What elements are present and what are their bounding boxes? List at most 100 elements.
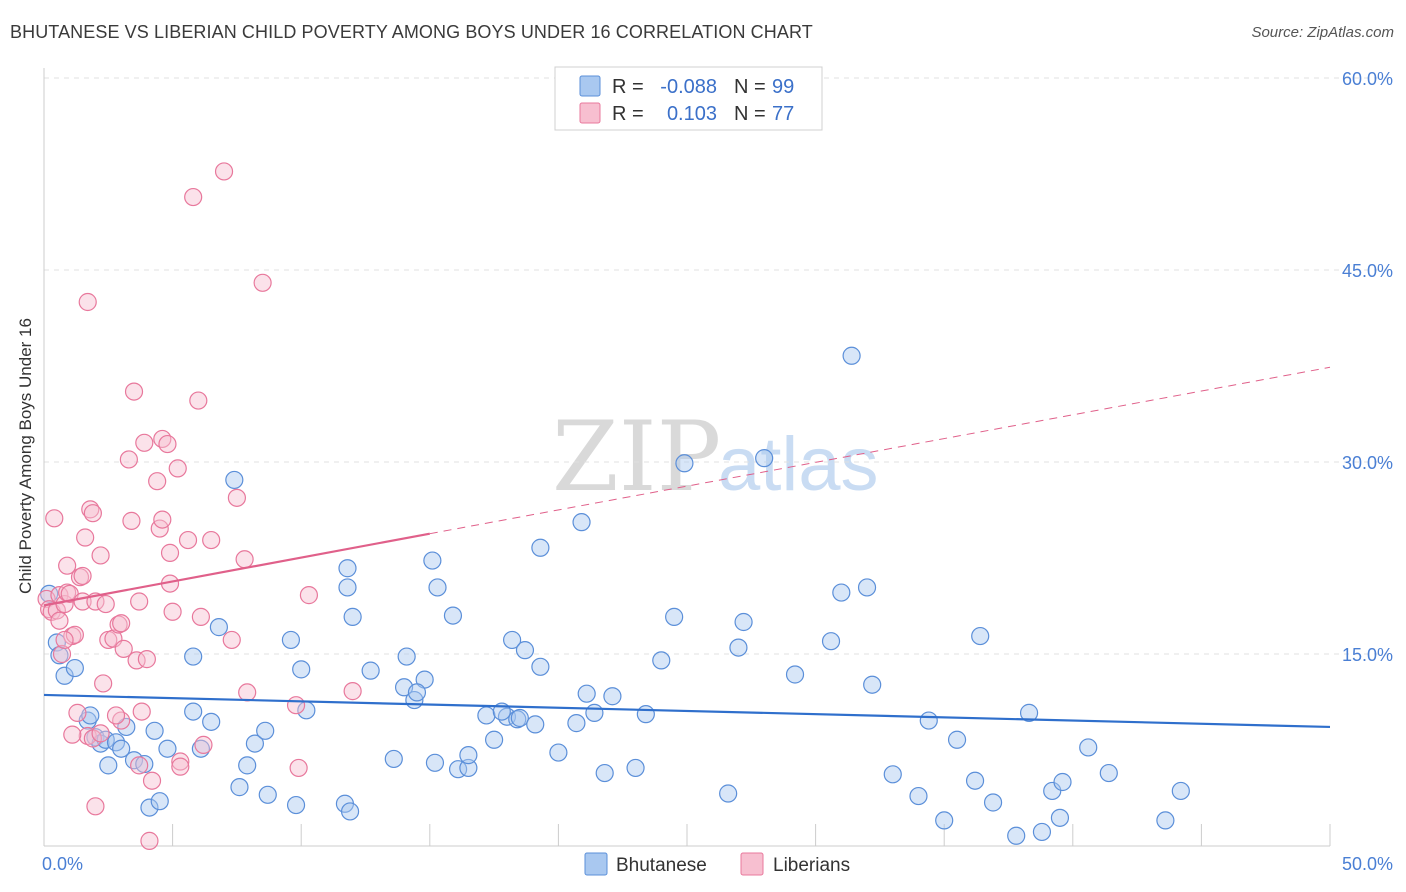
liberians-point-72	[63, 725, 82, 744]
series-legend-label-bhutanese: Bhutanese	[616, 855, 707, 876]
bhutanese-point-52	[459, 758, 478, 778]
bhutanese-point-101	[1079, 738, 1098, 757]
bhutanese-point-47	[425, 753, 445, 772]
legend-r-value-blue: -0.088	[660, 76, 717, 98]
bhutanese-point-74	[652, 651, 671, 670]
legend-n-value-pink: 77	[772, 103, 794, 125]
liberians-point-73	[55, 630, 74, 650]
liberians-point-24	[91, 724, 110, 743]
liberians-point-9	[58, 556, 77, 575]
liberians-point-7	[52, 644, 72, 664]
bhutanese-point-76	[675, 454, 694, 473]
liberians-point-39	[132, 702, 151, 721]
liberians-point-66	[286, 696, 306, 715]
bhutanese-point-75	[665, 607, 684, 626]
bhutanese-point-19	[184, 647, 203, 666]
bhutanese-point-22	[158, 739, 177, 758]
bhutanese-point-48	[423, 551, 442, 570]
bhutanese-trend-line	[43, 693, 1331, 729]
liberians-point-55	[184, 187, 203, 207]
bhutanese-point-5	[78, 711, 97, 730]
bhutanese-point-96	[1019, 703, 1039, 722]
bhutanese-point-84	[832, 583, 851, 602]
chart-title: BHUTANESE VS LIBERIAN CHILD POVERTY AMON…	[10, 22, 813, 42]
liberians-point-51	[168, 459, 187, 478]
bhutanese-point-64	[531, 657, 550, 676]
bhutanese-point-30	[258, 785, 277, 804]
legend-r-value-pink: 0.103	[667, 103, 717, 125]
legend-n-label-blue: N =	[734, 76, 766, 98]
bhutanese-point-79	[734, 612, 753, 632]
bhutanese-point-55	[485, 730, 504, 749]
bhutanese-point-71	[603, 687, 622, 706]
liberians-point-31	[112, 614, 131, 633]
bhutanese-point-103	[1156, 811, 1175, 830]
bhutanese-point-73	[636, 705, 655, 724]
liberians-point-27	[96, 594, 115, 614]
bhutanese-point-102	[1099, 763, 1118, 783]
bhutanese-point-60	[503, 630, 522, 650]
watermark: ZIP atlas	[552, 401, 879, 513]
watermark-atlas: atlas	[718, 422, 879, 507]
bhutanese-point-40	[343, 607, 362, 626]
liberians-point-68	[299, 586, 319, 605]
bhutanese-point-92	[965, 771, 985, 790]
bhutanese-point-27	[238, 756, 257, 775]
liberians-point-69	[78, 292, 97, 312]
liberians-point-3	[45, 509, 64, 528]
liberians-point-56	[189, 391, 208, 410]
bhutanese-point-97	[1032, 822, 1052, 842]
bhutanese-point-88	[909, 786, 928, 806]
liberians-point-21	[83, 504, 102, 523]
bhutanese-point-39	[361, 661, 380, 680]
bhutanese-point-36	[338, 559, 357, 578]
bhutanese-point-24	[209, 618, 228, 637]
bhutanese-point-63	[531, 538, 550, 557]
bhutanese-point-28	[245, 734, 265, 753]
bhutanese-point-49	[428, 578, 447, 597]
bhutanese-point-56	[497, 707, 517, 726]
bhutanese-point-93	[971, 626, 990, 646]
legend-n-label-pink: N =	[734, 103, 766, 125]
liberians-point-46	[153, 510, 172, 529]
liberians-point-42	[140, 831, 159, 850]
bhutanese-point-67	[572, 513, 591, 532]
legend-swatch-pink	[579, 102, 601, 124]
liberians-point-40	[135, 433, 154, 452]
series-legend-swatch-bhutanese	[584, 852, 608, 876]
bhutanese-point-33	[292, 660, 311, 679]
liberians-point-18	[76, 528, 95, 547]
bhutanese-point-38	[340, 802, 360, 821]
bhutanese-point-62	[526, 715, 545, 734]
liberians-point-41	[137, 650, 156, 669]
liberians-point-58	[194, 735, 213, 754]
bhutanese-point-66	[567, 714, 586, 733]
source-label: Source: ZipAtlas.com	[1251, 24, 1394, 41]
liberians-point-67	[289, 758, 308, 778]
bhutanese-point-54	[477, 706, 496, 725]
bhutanese-point-4	[65, 658, 84, 678]
bhutanese-point-81	[785, 665, 805, 684]
liberians-point-44	[148, 472, 167, 491]
liberians-point-75	[106, 706, 126, 725]
y-tick-label-0: 15.0%	[1342, 645, 1393, 665]
bhutanese-point-85	[857, 578, 877, 597]
bhutanese-point-87	[883, 765, 902, 784]
liberians-point-14	[68, 703, 87, 722]
liberians-point-13	[65, 625, 84, 644]
y-tick-label-1: 30.0%	[1342, 453, 1393, 473]
bhutanese-point-16	[140, 798, 159, 817]
bhutanese-point-31	[281, 630, 301, 650]
bhutanese-point-100	[1053, 772, 1072, 792]
bhutanese-point-53	[459, 746, 478, 765]
liberians-point-57	[191, 607, 210, 626]
liberians-point-5	[50, 611, 69, 630]
liberians-point-60	[214, 162, 234, 181]
bhutanese-point-20	[202, 712, 221, 731]
bhutanese-point-59	[510, 708, 529, 728]
bhutanese-points	[40, 346, 1190, 845]
bhutanese-point-104	[1171, 781, 1190, 801]
bhutanese-point-83	[842, 346, 861, 365]
bhutanese-point-91	[947, 730, 967, 749]
y-tick-label-3: 60.0%	[1342, 69, 1393, 89]
